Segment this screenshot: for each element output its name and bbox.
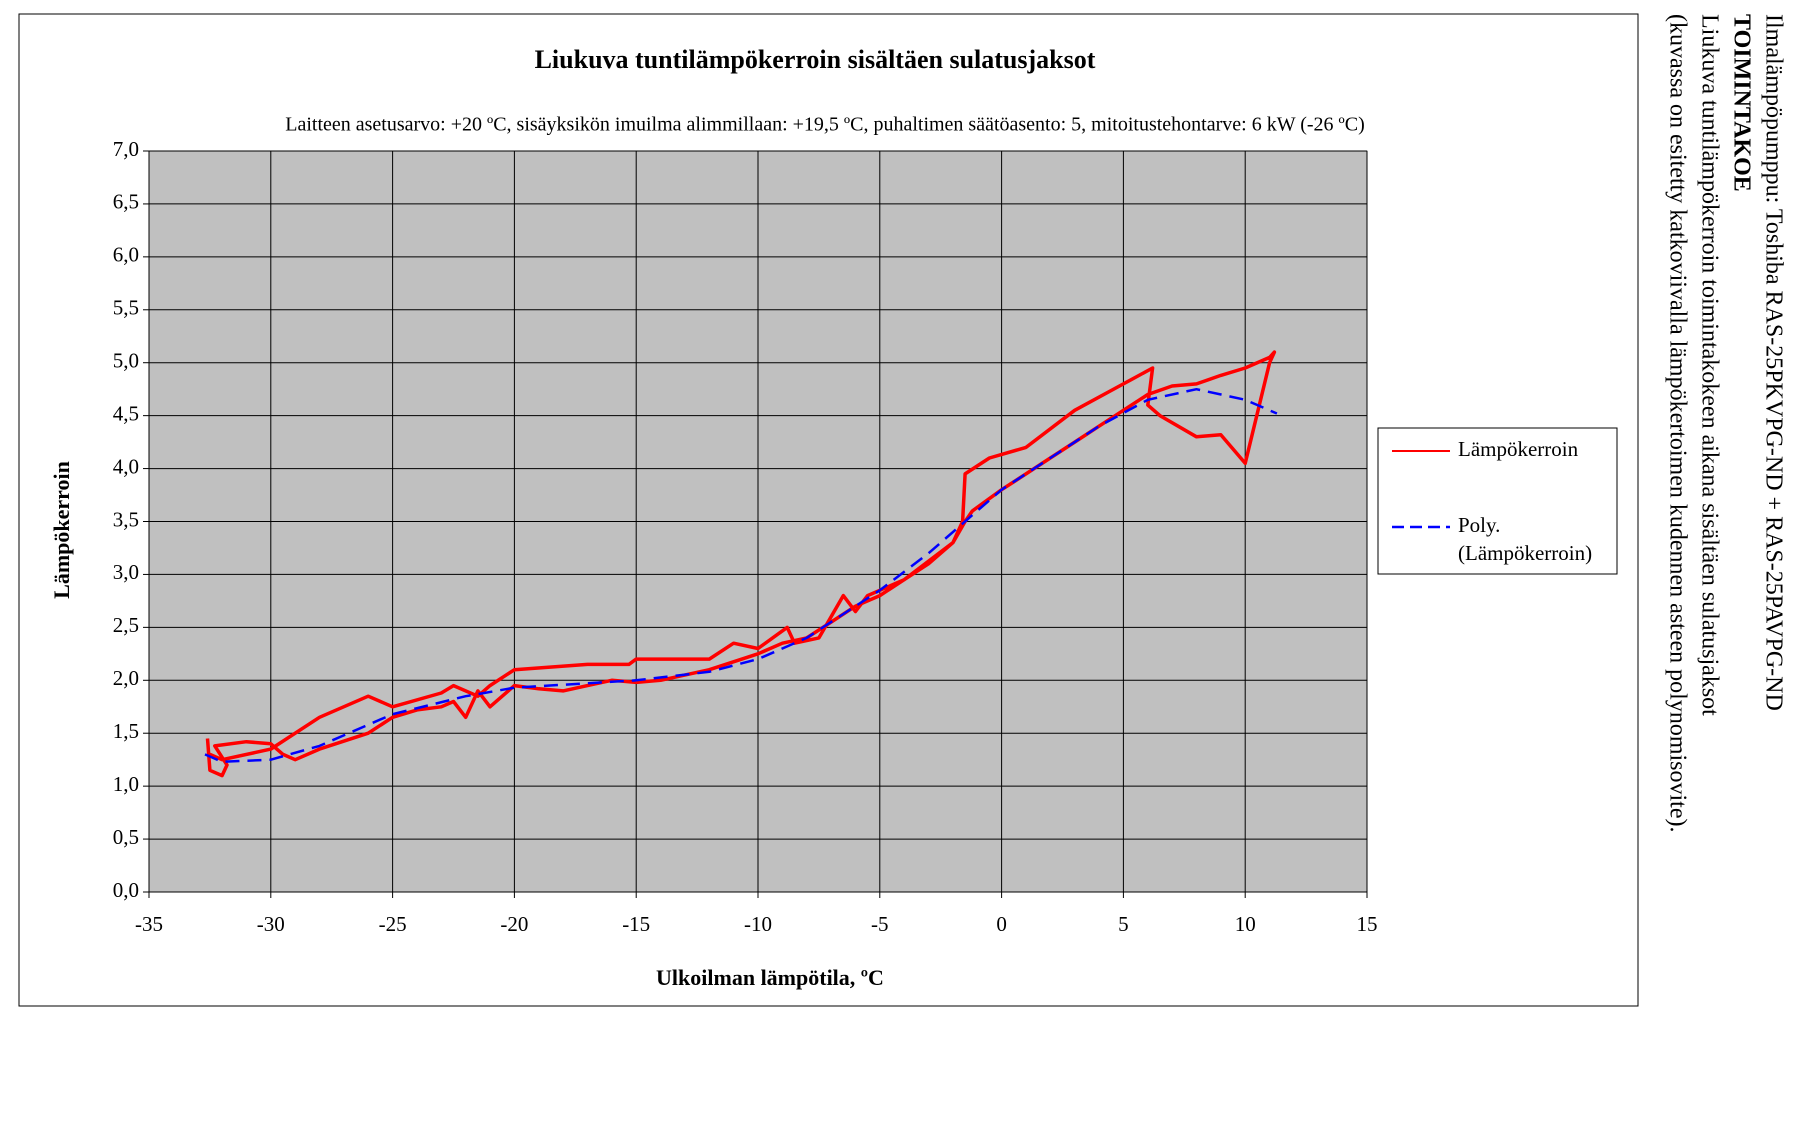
y-tick-label: 4,0 <box>113 454 139 478</box>
legend-label: Poly. (Lämpökerroin) <box>1458 513 1592 565</box>
x-tick-label: -5 <box>871 912 889 936</box>
y-axis-label: Lämpökerroin <box>49 461 74 599</box>
x-tick-label: -20 <box>500 912 528 936</box>
legend-box <box>1377 427 1618 575</box>
y-tick-label: 1,5 <box>113 719 139 743</box>
y-tick-label: 7,0 <box>113 137 139 161</box>
legend-label: Lämpökerroin <box>1458 437 1579 461</box>
y-tick-label: 6,5 <box>113 190 139 214</box>
y-tick-label: 6,0 <box>113 243 139 267</box>
chart-title: Liukuva tuntilämpökerroin sisältäen sula… <box>535 45 1096 74</box>
y-tick-label: 1,0 <box>113 772 139 796</box>
x-tick-label: -25 <box>379 912 407 936</box>
x-tick-label: -30 <box>257 912 285 936</box>
data-line <box>204 387 1278 764</box>
side-note: Ilmalämpöpumppu: Toshiba RAS-25PKVPG-ND … <box>1760 14 1786 711</box>
x-tick-label: 5 <box>1118 912 1129 936</box>
x-tick-label: -15 <box>622 912 650 936</box>
data-line <box>205 350 1277 778</box>
chart-subtitle: Laitteen asetusarvo: +20 ºC, sisäyksikön… <box>285 114 1365 136</box>
x-tick-label: 15 <box>1357 912 1378 936</box>
side-note: TOIMINTAKOE <box>1728 14 1754 192</box>
x-tick-label: 0 <box>996 912 1007 936</box>
x-tick-label: -35 <box>135 912 163 936</box>
side-note: (kuvassa on esitetty katkoviivalla lämpö… <box>1664 14 1690 832</box>
x-tick-label: 10 <box>1235 912 1256 936</box>
x-axis-label: Ulkoilman lämpötila, ºC <box>656 965 884 990</box>
y-tick-label: 3,0 <box>113 560 139 584</box>
x-tick-label: -10 <box>744 912 772 936</box>
y-tick-label: 5,0 <box>113 349 139 373</box>
y-tick-label: 5,5 <box>113 296 139 320</box>
y-tick-label: 4,5 <box>113 401 139 425</box>
y-tick-label: 0,5 <box>113 825 139 849</box>
side-note: Liukuva tuntilämpökerroin toimintakokeen… <box>1696 14 1722 716</box>
y-tick-label: 3,5 <box>113 507 139 531</box>
y-tick-label: 2,0 <box>113 666 139 690</box>
y-tick-label: 0,0 <box>113 878 139 902</box>
y-tick-label: 2,5 <box>113 613 139 637</box>
